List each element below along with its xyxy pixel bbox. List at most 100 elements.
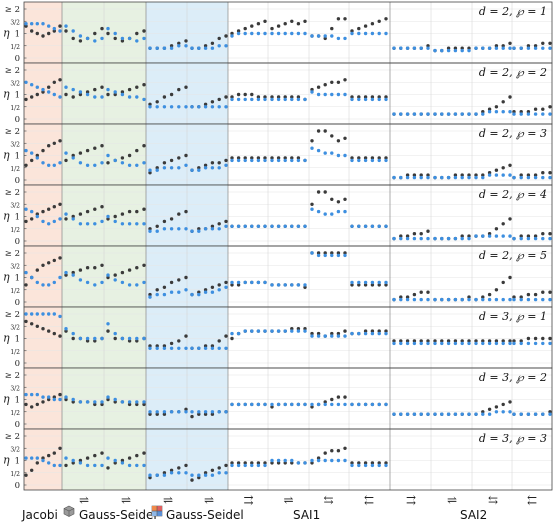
point-blue bbox=[446, 412, 451, 416]
point-black bbox=[487, 171, 492, 175]
point-blue bbox=[263, 97, 267, 102]
y-axis-label: η bbox=[3, 210, 10, 223]
point-blue bbox=[323, 34, 327, 38]
point-blue bbox=[296, 461, 301, 465]
point-black bbox=[113, 461, 117, 465]
point-blue bbox=[270, 329, 274, 333]
point-blue bbox=[481, 175, 485, 180]
point-black bbox=[405, 234, 410, 238]
point-black bbox=[370, 95, 375, 99]
point-blue bbox=[533, 112, 538, 116]
point-black bbox=[210, 468, 215, 472]
point-blue bbox=[41, 458, 45, 463]
point-blue bbox=[30, 83, 34, 87]
point-blue bbox=[323, 402, 327, 407]
point-black bbox=[460, 46, 464, 50]
point-blue bbox=[412, 341, 417, 346]
point-blue bbox=[533, 46, 538, 50]
point-blue bbox=[100, 219, 104, 224]
point-black bbox=[270, 461, 274, 465]
point-blue bbox=[270, 224, 274, 228]
point-black bbox=[270, 405, 274, 409]
point-blue bbox=[58, 275, 62, 280]
point-blue bbox=[310, 458, 314, 463]
point-blue bbox=[47, 24, 51, 28]
point-black bbox=[501, 280, 505, 285]
point-black bbox=[169, 92, 174, 97]
point-blue bbox=[177, 290, 181, 294]
point-blue bbox=[250, 402, 254, 407]
point-blue bbox=[405, 412, 410, 416]
point-blue bbox=[290, 97, 294, 102]
point-black bbox=[426, 173, 430, 177]
direction-arrow-label: ⇌ bbox=[204, 493, 214, 507]
point-black bbox=[58, 446, 62, 450]
point-blue bbox=[177, 227, 181, 231]
point-black bbox=[47, 31, 51, 36]
point-black bbox=[24, 97, 28, 102]
point-blue bbox=[30, 456, 34, 460]
point-black bbox=[85, 456, 90, 460]
point-blue bbox=[127, 336, 132, 341]
point-blue bbox=[210, 166, 215, 170]
y-axis-label: η bbox=[3, 27, 10, 40]
point-black bbox=[519, 110, 523, 114]
point-blue bbox=[190, 292, 194, 297]
point-black bbox=[412, 173, 417, 177]
point-black bbox=[210, 100, 215, 104]
point-blue bbox=[169, 105, 174, 109]
point-blue bbox=[93, 463, 97, 468]
point-black bbox=[399, 295, 403, 299]
point-blue bbox=[501, 46, 505, 50]
point-blue bbox=[217, 44, 221, 48]
point-blue bbox=[494, 46, 499, 50]
point-black bbox=[217, 36, 221, 41]
point-blue bbox=[512, 341, 516, 346]
point-black bbox=[481, 339, 485, 343]
point-blue bbox=[24, 207, 28, 211]
panel-label: d = 2, ℘ = 5 bbox=[479, 249, 547, 262]
panel-8: ≥ 2 3/2 1 1/2 0 η d = 3, ℘ = 3 bbox=[3, 428, 553, 491]
point-blue bbox=[203, 46, 208, 50]
point-blue bbox=[343, 458, 347, 463]
point-black bbox=[162, 412, 167, 416]
point-blue bbox=[230, 224, 234, 228]
point-black bbox=[303, 19, 307, 23]
point-black bbox=[494, 288, 499, 292]
point-black bbox=[35, 268, 39, 272]
jacobi-background bbox=[24, 185, 62, 246]
point-black bbox=[357, 26, 361, 31]
point-black bbox=[224, 34, 228, 38]
point-blue bbox=[224, 346, 228, 350]
point-black bbox=[52, 331, 56, 336]
point-black bbox=[24, 283, 28, 287]
point-blue bbox=[236, 158, 241, 163]
point-black bbox=[330, 26, 334, 31]
point-blue bbox=[127, 95, 132, 99]
point-black bbox=[508, 217, 512, 221]
y-tick-label: 3/2 bbox=[10, 324, 20, 331]
point-black bbox=[330, 331, 334, 336]
point-black bbox=[399, 234, 403, 238]
point-black bbox=[71, 336, 75, 341]
point-blue bbox=[113, 331, 117, 336]
point-black bbox=[210, 344, 215, 348]
point-blue bbox=[135, 336, 139, 341]
point-blue bbox=[446, 297, 451, 302]
point-blue bbox=[127, 163, 132, 167]
point-black bbox=[217, 466, 221, 470]
point-black bbox=[467, 46, 471, 50]
point-black bbox=[203, 163, 208, 167]
point-black bbox=[377, 283, 381, 287]
point-blue bbox=[541, 46, 545, 50]
point-black bbox=[100, 451, 104, 455]
direction-arrow-label: ⇌ bbox=[79, 493, 89, 507]
point-blue bbox=[250, 97, 254, 102]
point-blue bbox=[290, 224, 294, 228]
point-black bbox=[377, 156, 381, 160]
point-blue bbox=[210, 105, 215, 109]
point-black bbox=[30, 95, 34, 99]
point-blue bbox=[501, 173, 505, 177]
point-blue bbox=[460, 236, 464, 241]
point-black bbox=[52, 29, 56, 33]
